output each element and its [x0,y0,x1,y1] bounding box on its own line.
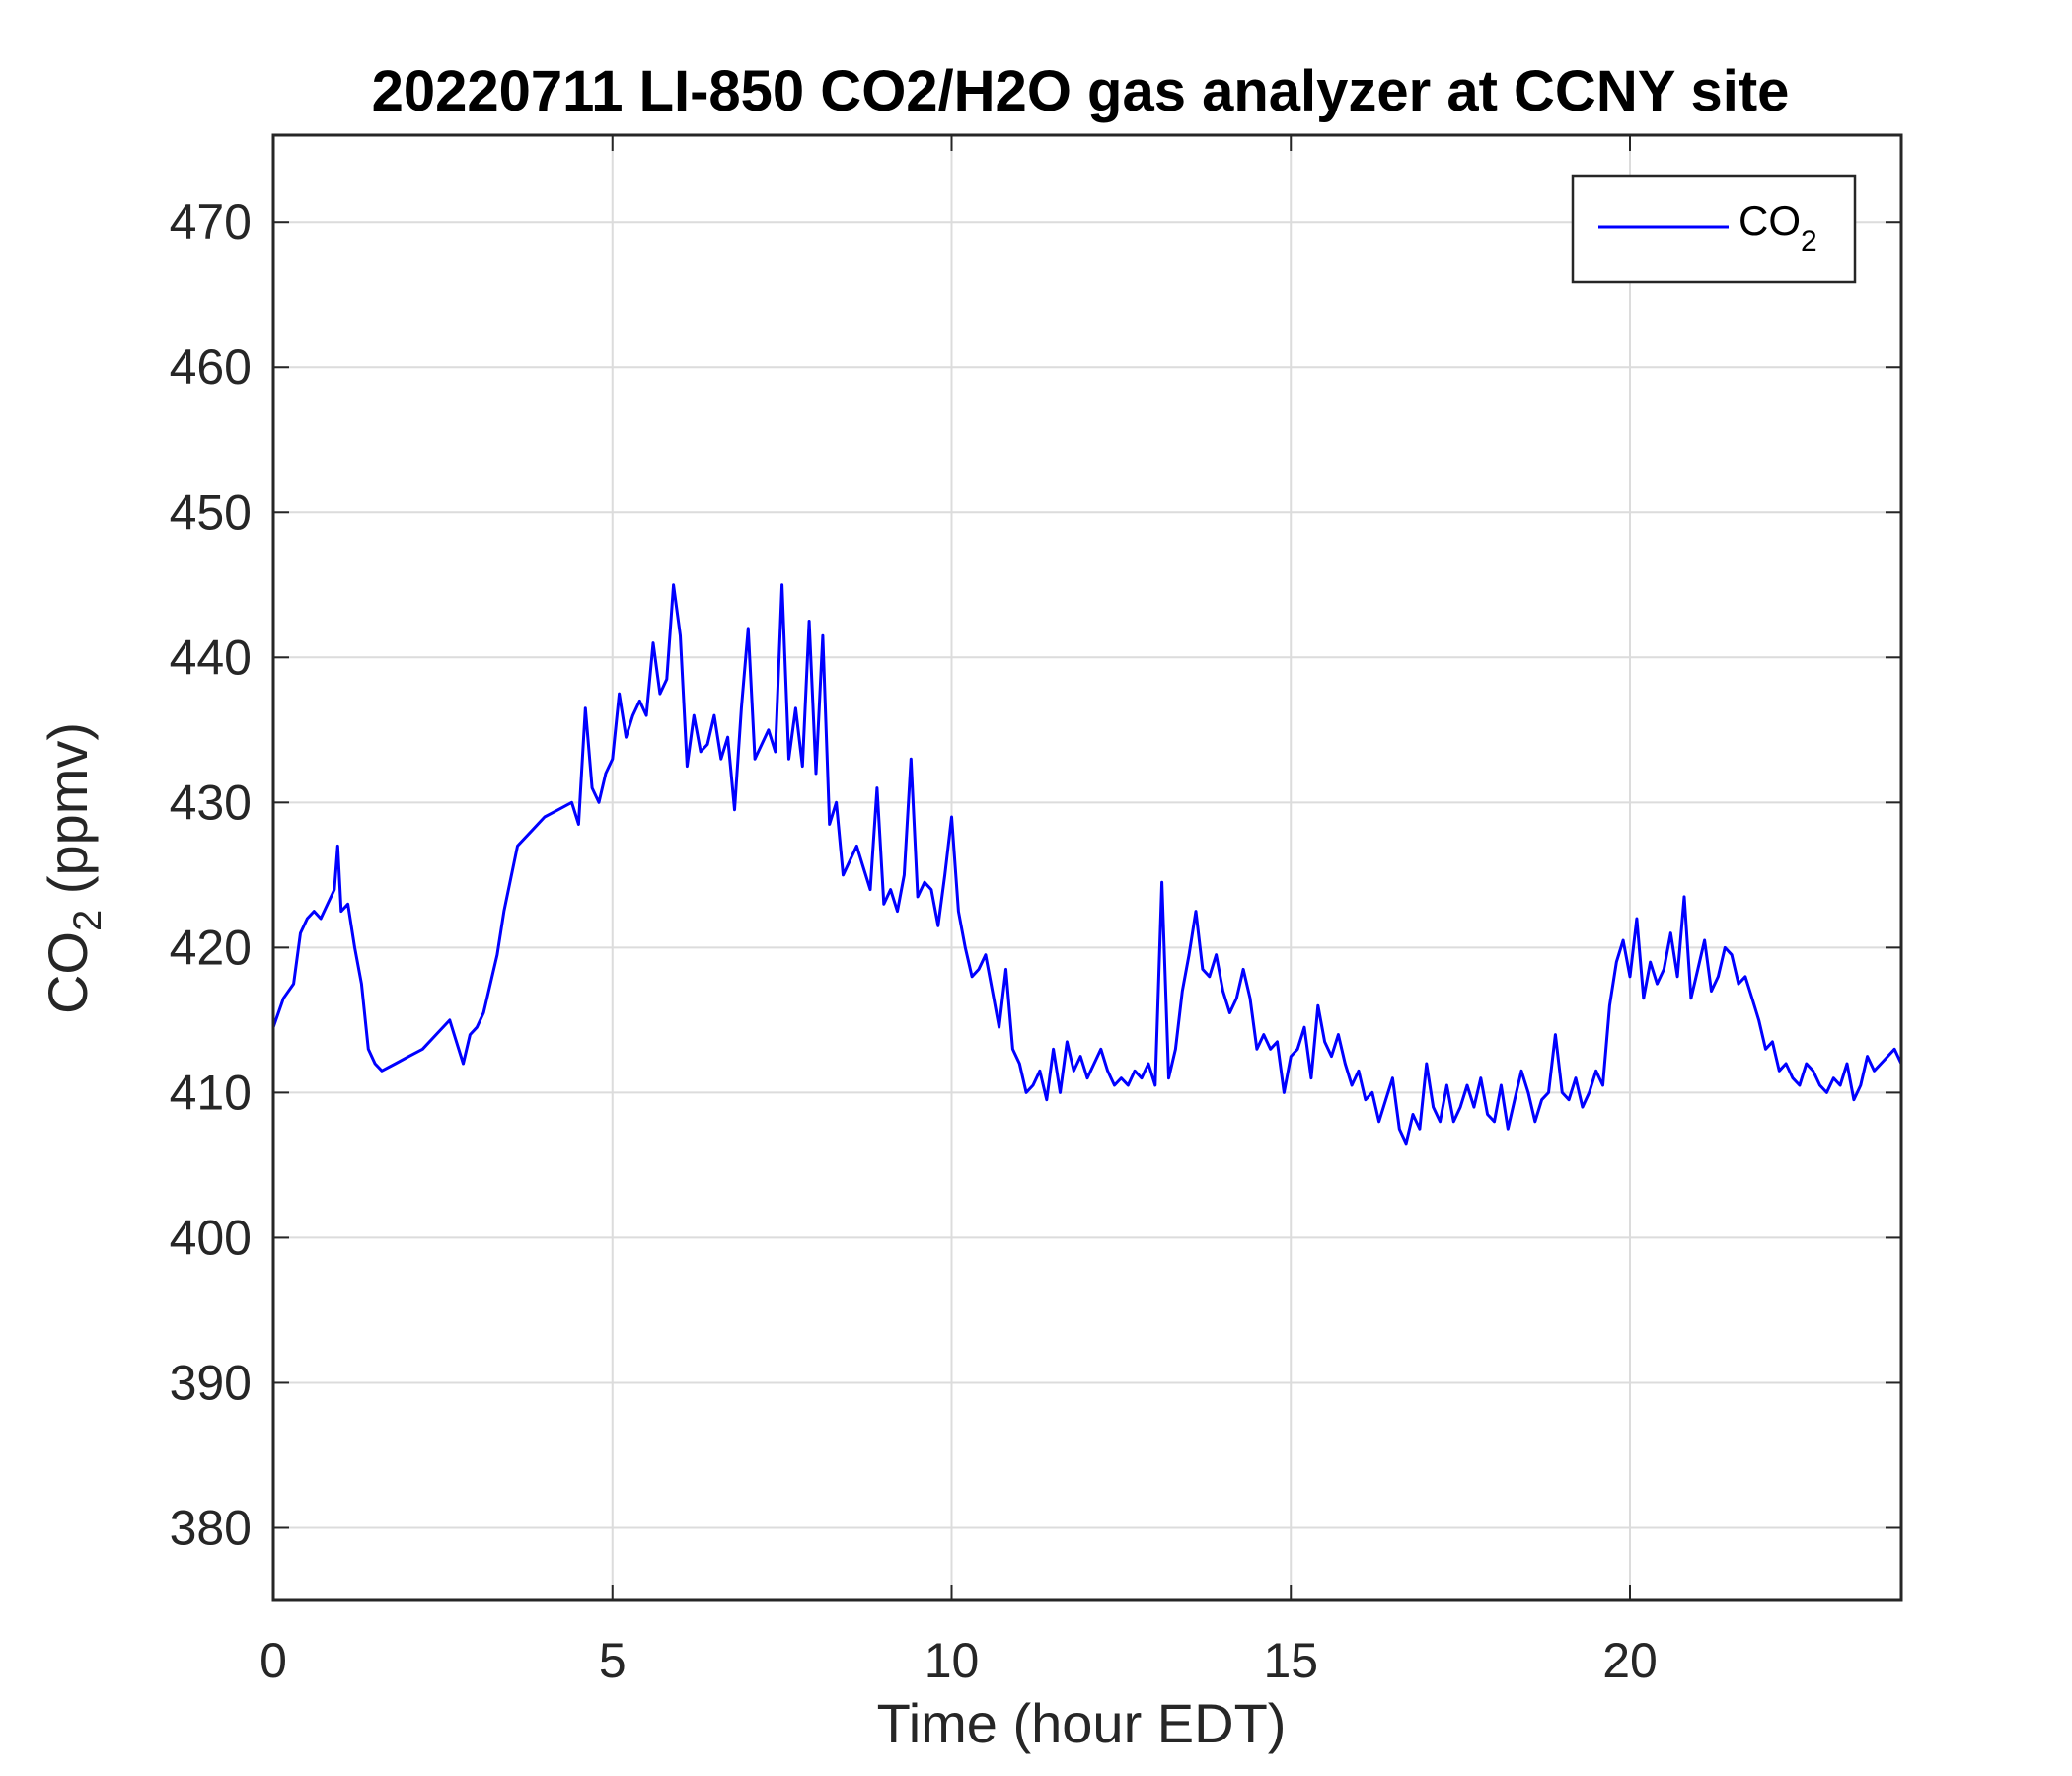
x-tick-label: 5 [599,1633,627,1688]
y-tick-label: 450 [170,484,252,540]
y-tick-label: 410 [170,1065,252,1120]
y-axis-label-units: (ppmv) [37,722,99,910]
x-tick-label: 15 [1263,1633,1318,1688]
legend: CO2 [1571,174,1857,284]
x-axis-label: Time (hour EDT) [877,1692,1287,1754]
y-tick-label: 380 [170,1500,252,1555]
y-tick-label: 430 [170,775,252,830]
axes-box [271,133,1903,1602]
y-axis-label-subscript: 2 [66,910,110,931]
y-axis-label-base: CO [37,931,99,1014]
y-tick-label: 400 [170,1210,252,1265]
grid-lines [272,135,1901,1600]
y-tick-labels: 380 390 400 410 420 430 440 450 460 470 [170,194,252,1555]
x-tick-labels: 0 5 10 15 20 [259,1633,1658,1688]
y-tick-label: 470 [170,194,252,250]
chart-title: 20220711 LI-850 CO2/H2O gas analyzer at … [372,59,1790,123]
x-tick-label: 20 [1602,1633,1658,1688]
tick-marks [272,135,1901,1600]
x-tick-label: 0 [259,1633,287,1688]
y-axis-label: CO2 (ppmv) [37,722,110,1014]
series-layer [271,583,1903,1146]
y-tick-label: 390 [170,1355,252,1410]
y-tick-label: 420 [170,920,252,975]
legend-box [1571,174,1857,284]
x-tick-label: 10 [925,1633,980,1688]
plot-area [273,135,1901,1600]
legend-label-co2: CO2 [1739,197,1817,258]
y-tick-label: 460 [170,339,252,395]
series-line-co2 [271,583,1903,1146]
y-tick-label: 440 [170,629,252,685]
legend-label-base: CO [1739,197,1801,244]
legend-label-subscript: 2 [1801,225,1817,258]
